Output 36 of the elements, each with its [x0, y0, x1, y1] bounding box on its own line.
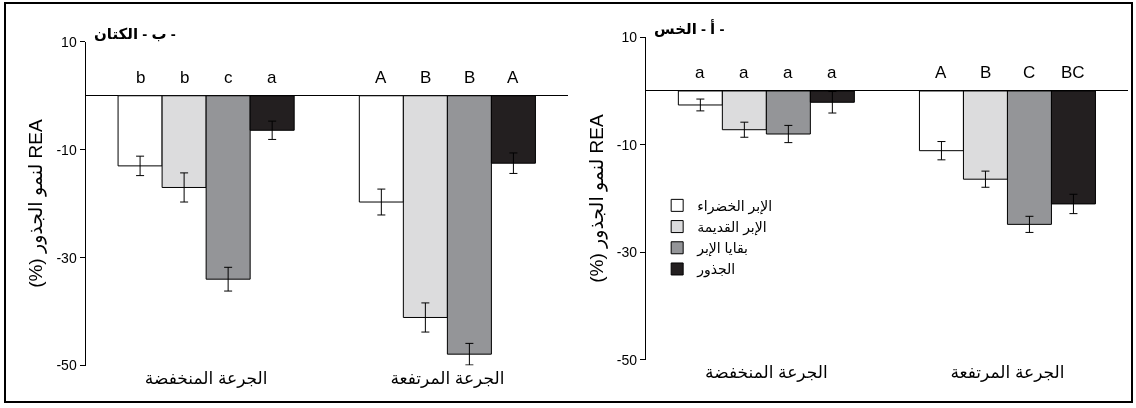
data-label: B — [980, 63, 992, 82]
y-tick-label: 10 — [621, 29, 638, 46]
y-axis-title: REA لنمو الجذور (%) — [585, 114, 608, 283]
data-label: B — [464, 68, 476, 87]
y-tick-label: -30 — [56, 249, 77, 266]
x-tick-label: الجرعة المنخفضة — [144, 368, 268, 388]
chart-title: - ب - الكتان — [94, 25, 176, 42]
x-tick-label: الجرعة المرتفعة — [950, 362, 1065, 382]
data-label: b — [136, 68, 146, 87]
data-label: A — [935, 63, 947, 82]
chart-title: - أ - الخس — [654, 19, 725, 37]
x-tick-label: الجرعة المنخفضة — [705, 362, 828, 382]
data-label: a — [267, 68, 277, 87]
x-tick-label: الجرعة المرتفعة — [390, 368, 505, 388]
data-label: a — [695, 63, 705, 82]
data-label: a — [827, 63, 837, 82]
data-label: A — [375, 68, 387, 87]
data-label: a — [783, 63, 793, 82]
data-label: B — [420, 68, 432, 87]
y-tick-label: 10 — [61, 33, 77, 50]
y-tick-label: -50 — [616, 351, 638, 368]
legend-label: الجذور — [696, 261, 736, 279]
y-tick-label: -10 — [616, 136, 638, 153]
data-label: C — [1023, 63, 1036, 82]
y-tick-label: -10 — [56, 141, 77, 158]
legend-label: بقايا الإبر — [696, 240, 748, 258]
data-label: c — [224, 68, 233, 87]
legend-label: الإبر القديمة — [697, 219, 767, 237]
y-tick-label: -30 — [616, 244, 638, 261]
data-label: A — [507, 68, 519, 87]
y-axis-title: REA لنمو الجذور (%) — [25, 119, 48, 288]
data-label: BC — [1061, 63, 1085, 82]
data-label: a — [739, 63, 749, 82]
legend-label: الإبر الخضراء — [697, 197, 773, 215]
data-label: b — [180, 68, 190, 87]
y-tick-label: -50 — [56, 357, 77, 374]
